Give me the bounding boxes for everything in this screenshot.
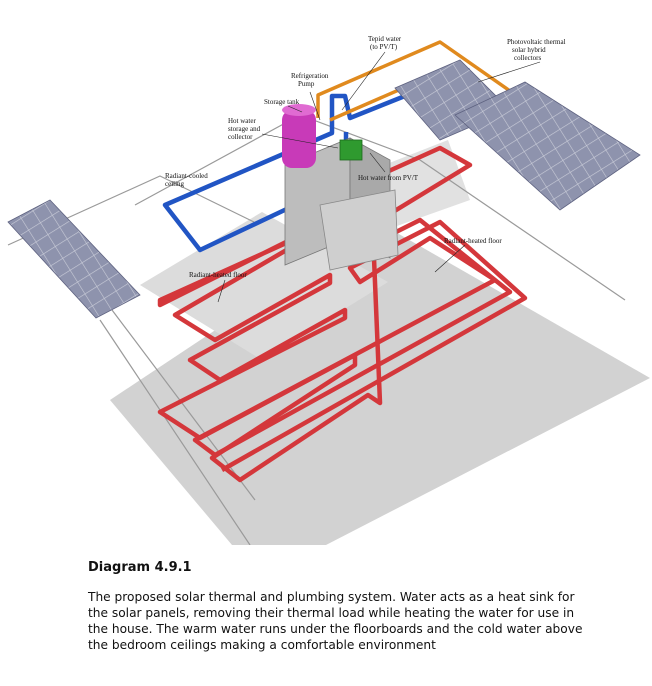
solar-panels-left (7, 199, 141, 319)
caption-title: Diagram 4.9.1 (88, 560, 192, 575)
solar-panels-right (394, 59, 641, 211)
refrigeration-pump (339, 139, 363, 161)
storage-tank (282, 104, 316, 168)
label-storage-tank: Storage tank (264, 98, 300, 106)
label-pvt-collectors: Photovoltaic thermal solar hybrid collec… (507, 38, 567, 62)
radiant-floor-right-pipe (192, 145, 528, 472)
label-refrigeration-pump: Refrigeration Pump (291, 72, 330, 88)
label-radiant-floor-left: Radiant-heated floor (189, 271, 247, 279)
caption-text: The proposed solar thermal and plumbing … (88, 590, 583, 652)
label-radiant-cooled-ceiling: Radiant-cooled ceiling (165, 172, 210, 188)
label-hot-water-storage: Hot water storage and collector (228, 117, 262, 141)
label-tepid-water: Tepid water (to PV/T) (368, 35, 403, 51)
label-hot-water-from-pvt: Hot water from PV/T (358, 174, 419, 182)
plant-room (284, 137, 399, 271)
label-radiant-floor-right: Radiant-heated floor (444, 237, 502, 245)
leader-lines (217, 51, 541, 303)
solar-plumbing-diagram: Tepid water (to PV/T) Photovoltaic therm… (7, 35, 650, 545)
